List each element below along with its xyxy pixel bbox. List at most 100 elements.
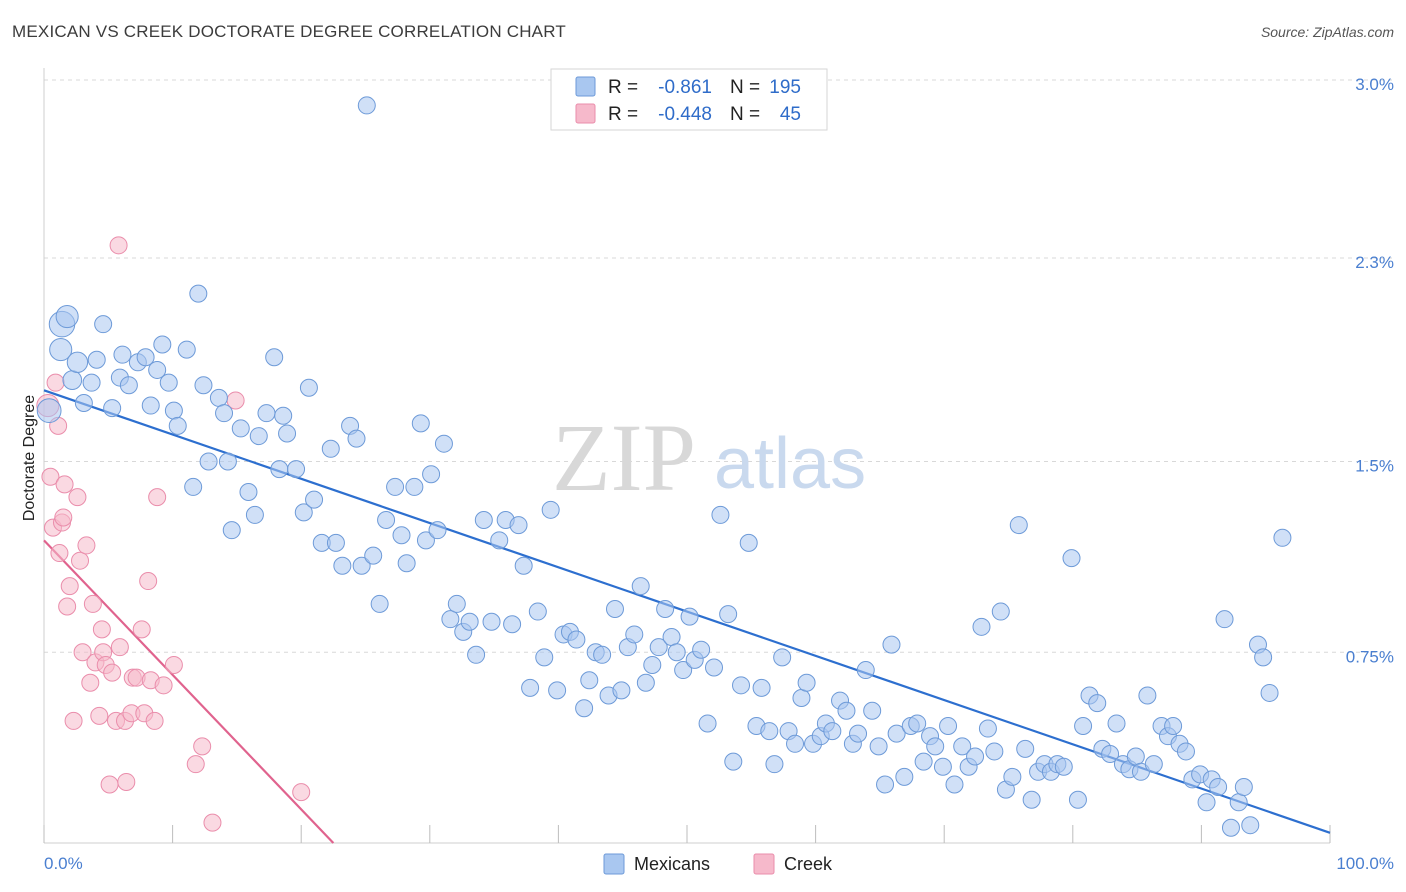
mexicans-point [1101,744,1120,763]
mexicans-point [667,643,686,662]
creek-point [60,577,79,596]
mexicans-point [222,521,241,540]
mexicans-point [467,645,486,664]
legend-n-value-mexicans: 195 [769,77,801,98]
bottom-legend-label-creek: Creek [784,854,833,874]
mexicans-point [422,465,441,484]
y-tick-label-2: 2.3% [1355,253,1394,272]
mexicans-point [441,610,460,629]
mexicans-point [1209,778,1228,797]
mexicans-point [148,360,167,379]
mexicans-point [933,757,952,776]
creek-point [50,544,69,563]
mexicans-point [49,338,73,362]
creek-point [103,663,122,682]
mexicans-point [1164,717,1183,736]
mexicans-point [377,510,396,529]
creek-point [55,475,74,494]
mexicans-point [397,554,416,573]
mexicans-point [119,376,138,395]
mexicans-point [416,531,435,550]
creek-point [64,711,83,730]
mexicans-point [274,406,293,425]
mexicans-point [1068,790,1087,809]
legend-r-value-creek: -0.448 [658,104,712,125]
mexicans-point [953,737,972,756]
mexicans-point [895,767,914,786]
mexicans-point [1107,714,1126,733]
mexicans-point [1088,694,1107,713]
mexicans-point [199,452,218,471]
mexicans-point [474,510,493,529]
mexicans-point [1054,757,1073,776]
mexicans-point [1003,767,1022,786]
mexicans-point [209,388,228,407]
creek-point [77,536,96,555]
y-tick-label-3: 3.0% [1355,75,1394,94]
mexicans-point [249,427,268,446]
legend: R = -0.861 N = 195 R = -0.448 N = 45 [550,68,828,131]
chart-title: MEXICAN VS CREEK DOCTORATE DEGREE CORREL… [12,22,566,41]
mexicans-point [849,724,868,743]
creek-point [109,236,128,255]
mexicans-point [548,681,567,700]
mexicans-point [194,376,213,395]
mexicans-point [612,681,631,700]
mexicans-point [386,477,405,496]
mexicans-point [270,460,289,479]
legend-r-value-mexicans: -0.861 [658,77,712,98]
mexicans-point [1215,610,1234,629]
mexicans-point [575,699,594,718]
mexicans-point [153,335,172,354]
mexicans-point [168,416,187,435]
mexicans-point [797,673,816,692]
y-tick-label-0: 0.75% [1346,647,1394,666]
creek-point [68,488,87,507]
creek-point [148,488,167,507]
bottom-legend-swatch-mexicans [603,853,625,875]
mexicans-point [823,722,842,741]
mexicans-point [945,775,964,794]
mexicans-point [164,401,183,420]
mexicans-point [966,747,985,766]
mexicans-point [411,414,430,433]
mexicans-point [287,460,306,479]
creek-point [203,813,222,832]
legend-box [550,68,828,131]
mexicans-point [405,477,424,496]
mexicans-point [792,689,811,708]
mexicans-point [347,429,366,448]
mexicans-point [674,661,693,680]
mexicans-point [978,719,997,738]
watermark: ZIP atlas [552,404,866,511]
creek-point [90,706,109,725]
bottom-legend: Mexicans Creek [603,853,833,875]
creek-point [154,676,173,695]
axes [43,68,1331,844]
creek-point [132,620,151,639]
legend-n-label-mexicans: N = [730,77,760,98]
legend-r-label-creek: R = [608,104,638,125]
mexicans-point [528,602,547,621]
x-tick-labels: 0.0% 100.0% [44,854,1394,873]
mexicans-point [1022,790,1041,809]
creek-point [73,643,92,662]
creek-point [193,737,212,756]
mexicans-point [1197,793,1216,812]
bottom-legend-swatch-creek [753,853,775,875]
mexicans-point [1260,683,1279,702]
mexicans-point [972,617,991,636]
mexicans-point [698,714,717,733]
mexicans-point [705,658,724,677]
mexicans-point [239,483,258,502]
mexicans-point [514,556,533,575]
mexicans-point [1074,717,1093,736]
mexicans-point [136,348,155,367]
mexicans-point [94,315,113,334]
mexicans-point [636,673,655,692]
creek-point [58,597,77,616]
creek-points [36,236,311,832]
mexicans-point [773,648,792,667]
mexicans-point [732,676,751,695]
mexicans-point [352,556,371,575]
